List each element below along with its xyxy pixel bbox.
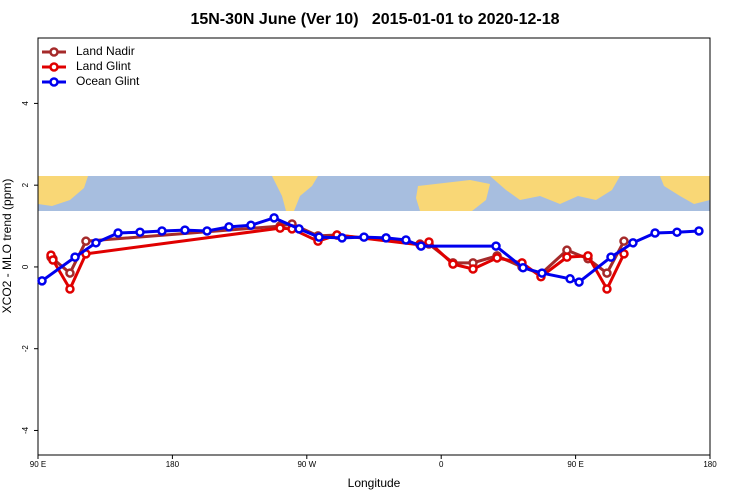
x-tick-label: 90 E [567, 460, 583, 469]
point [416, 241, 426, 251]
point [275, 223, 285, 233]
point [628, 238, 638, 248]
point [518, 263, 528, 273]
point [48, 255, 58, 265]
point [180, 225, 190, 235]
legend-label: Land Nadir [76, 44, 135, 58]
series-line [41, 216, 700, 284]
point [65, 284, 75, 294]
y-tick-label: 2 [21, 182, 30, 187]
point [602, 284, 612, 294]
point [157, 226, 167, 236]
point [359, 232, 369, 242]
map-strip [38, 176, 710, 211]
y-tick-label: 0 [21, 264, 30, 269]
x-tick-label: 90 W [297, 460, 316, 469]
point [672, 227, 682, 237]
y-tick-label: -4 [21, 426, 30, 434]
point [583, 251, 593, 261]
point [314, 232, 324, 242]
legend-label: Land Glint [76, 59, 131, 73]
point [246, 220, 256, 230]
x-tick-label: 180 [703, 460, 717, 469]
y-tick-label: 4 [21, 101, 30, 106]
point [381, 233, 391, 243]
point [574, 277, 584, 287]
x-axis-label: Longitude [348, 476, 401, 490]
point [37, 276, 47, 286]
point [269, 213, 279, 223]
point [65, 268, 75, 278]
point [294, 224, 304, 234]
y-axis-label: XCO2 - MLO trend (ppm) [0, 179, 14, 314]
series [46, 223, 629, 294]
point [468, 264, 478, 274]
point [91, 238, 101, 248]
point [70, 252, 80, 262]
point [81, 236, 91, 246]
legend-marker [49, 77, 59, 87]
y-tick-label: -2 [21, 345, 30, 353]
chart-title: 15N-30N June (Ver 10) 2015-01-01 to 2020… [190, 11, 559, 28]
point [491, 241, 501, 251]
plot-frame [37, 37, 711, 456]
point [606, 252, 616, 262]
point [224, 222, 234, 232]
point [565, 274, 575, 284]
series [37, 213, 704, 287]
point [113, 228, 123, 238]
point [337, 233, 347, 243]
point [424, 237, 434, 247]
point [401, 235, 411, 245]
point [202, 226, 212, 236]
x-tick-label: 180 [166, 460, 180, 469]
legend-marker [49, 47, 59, 57]
point [562, 252, 572, 262]
point [650, 228, 660, 238]
point [135, 227, 145, 237]
x-tick-label: 90 E [30, 460, 46, 469]
point [619, 236, 629, 246]
point [694, 226, 704, 236]
point [492, 253, 502, 263]
x-tick-label: 0 [439, 460, 444, 469]
legend-marker [49, 62, 59, 72]
point [448, 259, 458, 269]
point [537, 268, 547, 278]
point [602, 268, 612, 278]
legend-label: Ocean Glint [76, 74, 140, 88]
